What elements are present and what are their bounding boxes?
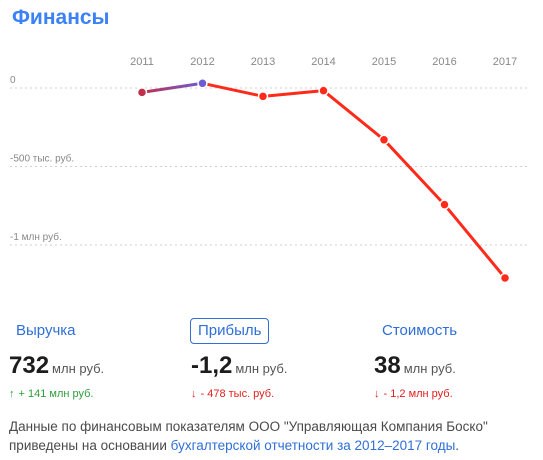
profit-unit: млн руб. (235, 361, 288, 376)
tab-profit[interactable]: Прибыль (190, 318, 270, 344)
revenue-delta: ↑ + 141 млн руб. (9, 388, 93, 400)
y-tick-label: -500 тыс. руб. (10, 153, 74, 165)
arrow-down-icon: ↓ (191, 388, 197, 400)
x-tick-label: 2015 (372, 56, 396, 68)
value-metric: 38 млн руб. (374, 352, 456, 380)
y-tick-label: 0 (10, 75, 16, 86)
revenue-unit: млн руб. (52, 361, 105, 376)
x-tick-label: 2012 (190, 56, 214, 68)
revenue-metric: 732 млн руб. (9, 352, 104, 380)
data-point (499, 272, 511, 284)
x-tick-label: 2016 (432, 56, 456, 68)
data-point (257, 91, 269, 102)
profit-metric: -1,2 млн руб. (191, 352, 287, 380)
data-point (318, 85, 329, 96)
arrow-up-icon: ↑ (9, 388, 15, 400)
profit-value: -1,2 (191, 352, 233, 379)
x-tick-label: 2013 (251, 56, 275, 68)
data-source-note: Данные по финансовым показателям ООО "Уп… (9, 417, 529, 455)
data-point (439, 199, 450, 210)
series-segment (382, 138, 446, 207)
revenue-value: 732 (9, 352, 50, 379)
tab-value[interactable]: Стоимость (382, 322, 458, 339)
data-point (197, 78, 208, 89)
x-tick-label: 2011 (130, 56, 154, 68)
arrow-down-icon: ↓ (374, 388, 380, 400)
series-segment (322, 89, 386, 142)
profit-delta: ↓ - 478 тыс. руб. (191, 388, 274, 400)
profit-delta-text: - 478 тыс. руб. (200, 388, 275, 400)
series-segment (140, 81, 204, 94)
data-point (378, 134, 390, 146)
value-value: 38 (374, 352, 401, 379)
tab-revenue[interactable]: Выручка (16, 322, 76, 339)
revenue-delta-text: + 141 млн руб. (18, 388, 94, 400)
value-delta-text: - 1,2 млн руб. (383, 388, 453, 400)
data-point (136, 87, 148, 98)
value-delta: ↓ - 1,2 млн руб. (374, 388, 453, 400)
accounting-link[interactable]: бухгалтерской отчетности за 2012–2017 го… (170, 438, 456, 453)
series-segment (201, 81, 265, 98)
note-text: Данные по финансовым показателям ООО "Уп… (9, 419, 488, 453)
value-unit: млн руб. (403, 361, 456, 376)
note-end: . (455, 438, 460, 453)
section-title: Финансы (12, 6, 110, 29)
series-segment (261, 89, 325, 98)
x-tick-label: 2014 (311, 56, 335, 68)
x-tick-label: 2017 (493, 56, 517, 68)
y-tick-label: -1 млн руб. (10, 231, 62, 243)
metric-tabs: Выручка Прибыль Стоимость (0, 318, 543, 348)
series-segment (443, 203, 507, 280)
profit-line-chart: 0 -500 тыс. руб. -1 млн руб. 2011 2012 2013 20… (10, 56, 530, 284)
